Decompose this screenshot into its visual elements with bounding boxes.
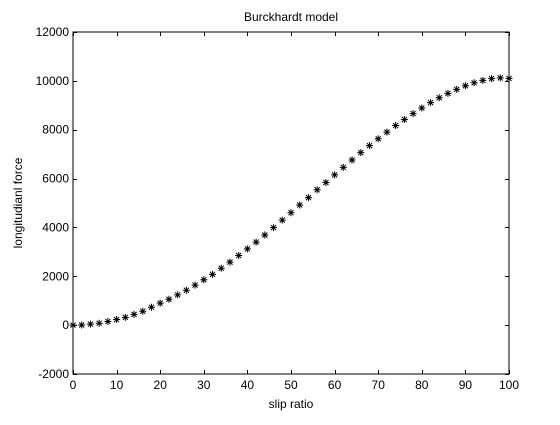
data-point-marker (488, 75, 496, 83)
x-tick-label: 50 (284, 378, 298, 392)
data-point-marker (383, 128, 391, 136)
data-point-marker (365, 142, 373, 150)
data-point-marker (182, 286, 190, 294)
data-point-marker (453, 85, 461, 93)
data-point-marker (444, 89, 452, 97)
data-point-marker (374, 135, 382, 143)
data-point-marker (322, 178, 330, 186)
x-tick-label: 30 (197, 378, 211, 392)
data-point-marker (217, 264, 225, 272)
data-point-marker (461, 82, 469, 90)
data-point-marker (270, 224, 278, 232)
data-point-marker (95, 319, 103, 327)
data-point-marker (470, 79, 478, 87)
data-point-marker (121, 313, 129, 321)
data-point-marker (409, 110, 417, 118)
data-point-marker (348, 156, 356, 164)
data-point-marker (235, 252, 243, 260)
y-tick-label: 8000 (42, 123, 69, 137)
data-point-marker (339, 163, 347, 171)
data-point-marker (252, 238, 260, 246)
data-point-marker (139, 307, 147, 315)
y-tick-label: 6000 (42, 172, 69, 186)
plot-area (73, 32, 509, 374)
plot-frame (72, 31, 510, 375)
data-point-marker (113, 316, 121, 324)
data-point-marker (392, 122, 400, 130)
data-point-marker (156, 299, 164, 307)
data-point-marker (331, 171, 339, 179)
data-point-marker (209, 270, 217, 278)
x-tick-label: 20 (154, 378, 168, 392)
x-tick-label: 40 (241, 378, 255, 392)
data-point-marker (174, 291, 182, 299)
tick-layer: 0 10 20 30 40 50 60 70 80 90 100-20000200040006000… (36, 25, 520, 392)
data-point-marker (296, 201, 304, 209)
data-point-marker (130, 310, 138, 318)
data-point-marker (304, 194, 312, 202)
x-tick-label: 70 (372, 378, 386, 392)
x-tick-label: 60 (328, 378, 342, 392)
data-point-marker (147, 303, 155, 311)
y-tick-label: 12000 (36, 25, 70, 39)
data-point-marker (496, 74, 504, 82)
y-tick-label: 4000 (42, 220, 69, 234)
data-point-marker (427, 99, 435, 107)
data-point-marker (278, 216, 286, 224)
data-point-marker (86, 320, 94, 328)
data-point-marker (104, 317, 112, 325)
x-tick-label: 100 (499, 378, 519, 392)
data-point-marker (191, 281, 199, 289)
data-point-marker (400, 115, 408, 123)
y-tick-label: 0 (62, 318, 69, 332)
data-point-marker (261, 231, 269, 239)
data-point-marker (165, 295, 173, 303)
data-point-marker (357, 149, 365, 157)
data-point-marker (287, 209, 295, 217)
data-point-marker (479, 76, 487, 84)
x-tick-label: 10 (110, 378, 124, 392)
data-point-marker (418, 104, 426, 112)
y-axis-label: longitudianl force (11, 157, 25, 248)
data-point-marker (200, 276, 208, 284)
x-tick-label: 0 (70, 378, 77, 392)
data-point-marker (243, 245, 251, 253)
data-point-marker (226, 258, 234, 266)
data-point-marker (78, 321, 86, 329)
x-tick-label: 80 (415, 378, 429, 392)
data-point-marker (435, 94, 443, 102)
x-axis-label: slip ratio (269, 397, 314, 411)
x-tick-label: 90 (459, 378, 473, 392)
data-point-marker (313, 186, 321, 194)
chart-title: Burckhardt model (244, 10, 338, 24)
y-tick-label: -2000 (38, 367, 69, 381)
y-tick-label: 10000 (36, 74, 70, 88)
y-tick-label: 2000 (42, 269, 69, 283)
